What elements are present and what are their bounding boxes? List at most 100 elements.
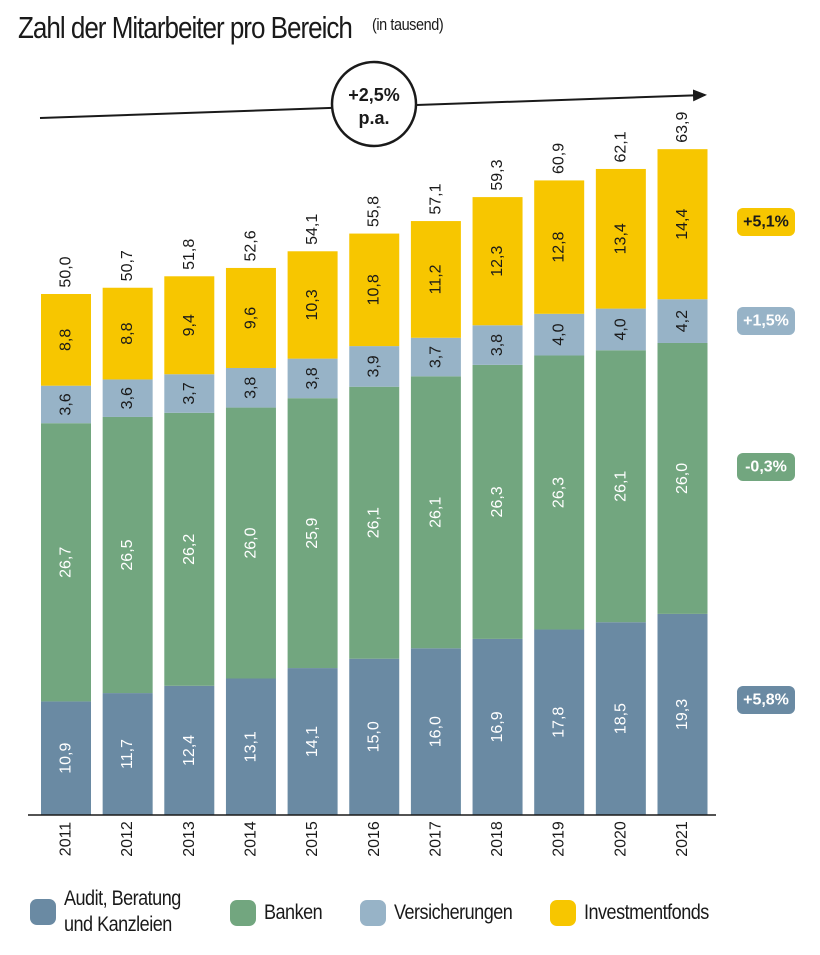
segment-label-banken-2021: 26,0 [674, 463, 691, 494]
segment-label-versicherungen-2017: 3,7 [427, 346, 444, 368]
growth-badge-versicherungen [737, 307, 795, 335]
segment-label-versicherungen-2011: 3,6 [58, 393, 75, 415]
bar-investmentfonds-2018 [472, 197, 523, 326]
x-tick-2011: 2011 [58, 822, 75, 857]
segment-label-investmentfonds-2013: 9,4 [181, 314, 198, 336]
bar-audit-beratung-und-kanzleien-2018 [472, 638, 523, 815]
bar-audit-beratung-und-kanzleien-2021 [657, 613, 708, 815]
segment-label-versicherungen-2019: 4,0 [551, 323, 568, 345]
total-label-2020: 62,1 [612, 131, 629, 162]
bar-audit-beratung-und-kanzleien-2011 [41, 701, 91, 815]
total-label-2011: 50,0 [58, 256, 75, 287]
x-tick-2018: 2018 [489, 821, 506, 857]
chart-title-row: Zahl der Mitarbeiter pro Bereich [18, 10, 416, 46]
trend-annotation: +2,5% p.a. [39, 60, 707, 148]
bar-banken-2019 [534, 355, 585, 630]
segment-label-versicherungen-2016: 3,9 [366, 355, 383, 377]
legend-swatch-investmentfonds [550, 900, 576, 926]
segment-label-investmentfonds-2018: 12,3 [489, 246, 506, 277]
legend-item-investmentfonds: Investmentfonds [550, 900, 729, 926]
growth-badges: +5,8% -0,3% +1,5% +5,1% [737, 208, 795, 714]
bar-banken-2020 [595, 350, 646, 623]
segment-label-audit-beratung-und-kanzleien-2013: 12,4 [181, 735, 198, 766]
segment-label-audit-beratung-und-kanzleien-2011: 10,9 [58, 743, 75, 774]
growth-label-banken: -0,3% [745, 459, 787, 476]
growth-badge-investmentfonds [737, 208, 795, 236]
bar-versicherungen-2019 [534, 313, 585, 356]
total-label-2016: 55,8 [366, 196, 383, 227]
segment-label-investmentfonds-2015: 10,3 [304, 289, 321, 320]
chart-unit: (in tausend) [372, 15, 444, 34]
segment-label-audit-beratung-und-kanzleien-2021: 19,3 [674, 699, 691, 730]
x-tick-2020: 2020 [612, 821, 629, 857]
segment-label-banken-2020: 26,1 [612, 471, 629, 502]
segment-label-banken-2017: 26,1 [427, 497, 444, 528]
trend-rate: +2,5% [348, 85, 400, 105]
segment-label-versicherungen-2012: 3,6 [119, 387, 136, 409]
segment-label-banken-2012: 26,5 [119, 539, 136, 570]
bar-investmentfonds-2017 [410, 221, 461, 338]
total-label-2021: 63,9 [674, 111, 691, 142]
bars-layer: 10,9 26,7 3,6 8,8 50,0 2011 11,7 26,5 3,6 8,8 50,7… [41, 111, 708, 857]
legend-label-banken: Banken [264, 901, 323, 924]
bar-banken-2021 [657, 342, 708, 614]
segment-label-banken-2019: 26,3 [551, 477, 568, 508]
bar-audit-beratung-und-kanzleien-2012 [102, 693, 153, 815]
trend-period: p.a. [358, 108, 389, 128]
segment-label-versicherungen-2018: 3,8 [489, 334, 506, 356]
bar-versicherungen-2011 [41, 385, 91, 424]
segment-label-investmentfonds-2012: 8,8 [119, 322, 136, 344]
growth-label-audit-beratung-und-kanzleien: +5,8% [743, 692, 789, 709]
legend-swatch-banken [230, 900, 256, 926]
bar-audit-beratung-und-kanzleien-2016 [349, 658, 400, 815]
segment-label-banken-2013: 26,2 [181, 534, 198, 565]
segment-label-audit-beratung-und-kanzleien-2020: 18,5 [612, 703, 629, 734]
bar-versicherungen-2018 [472, 325, 523, 365]
total-label-2015: 54,1 [304, 214, 321, 245]
bar-audit-beratung-und-kanzleien-2019 [534, 629, 585, 815]
bar-banken-2017 [410, 376, 461, 649]
segment-label-banken-2011: 26,7 [58, 547, 75, 578]
growth-badge-audit-beratung-und-kanzleien [737, 686, 795, 714]
segment-label-investmentfonds-2017: 11,2 [427, 264, 444, 294]
segment-label-investmentfonds-2014: 9,6 [242, 307, 259, 329]
stacked-bar-chart: +2,5% p.a. 10,9 26,7 3,6 8,8 50,0 2011 11,7 26,… [28, 60, 795, 857]
total-label-2013: 51,8 [181, 239, 198, 270]
bar-investmentfonds-2012 [102, 287, 153, 380]
segment-label-banken-2018: 26,3 [489, 486, 506, 517]
segment-label-investmentfonds-2016: 10,8 [366, 274, 383, 305]
legend-item-banken: Banken [230, 900, 332, 926]
bar-investmentfonds-2014 [225, 267, 276, 368]
bar-investmentfonds-2013 [164, 276, 215, 375]
total-label-2017: 57,1 [427, 183, 444, 214]
bar-audit-beratung-und-kanzleien-2014 [225, 678, 276, 815]
segment-label-versicherungen-2013: 3,7 [181, 382, 198, 404]
total-label-2014: 52,6 [242, 230, 259, 261]
bar-banken-2015 [287, 398, 338, 669]
bar-versicherungen-2017 [410, 337, 461, 377]
bar-banken-2013 [164, 412, 215, 686]
bar-audit-beratung-und-kanzleien-2013 [164, 685, 215, 815]
bar-banken-2011 [41, 423, 91, 702]
bar-investmentfonds-2011 [41, 294, 91, 386]
bar-banken-2014 [225, 407, 276, 679]
bar-versicherungen-2012 [102, 379, 153, 417]
growth-badge-banken [737, 453, 795, 481]
bar-audit-beratung-und-kanzleien-2017 [410, 648, 461, 815]
legend-item-versicherungen: Versicherungen [360, 900, 532, 926]
x-tick-2019: 2019 [551, 821, 568, 857]
segment-label-banken-2016: 26,1 [366, 507, 383, 538]
x-tick-2012: 2012 [119, 821, 136, 857]
segment-label-audit-beratung-und-kanzleien-2014: 13,1 [242, 731, 259, 762]
growth-label-investmentfonds: +5,1% [743, 214, 789, 231]
segment-label-investmentfonds-2019: 12,8 [551, 231, 568, 262]
legend-label-versicherungen: Versicherungen [394, 901, 513, 924]
segment-label-audit-beratung-und-kanzleien-2016: 15,0 [366, 721, 383, 752]
segment-label-versicherungen-2015: 3,8 [304, 367, 321, 389]
trend-circle [330, 60, 418, 148]
segment-label-banken-2015: 25,9 [304, 517, 321, 548]
x-tick-2016: 2016 [366, 821, 383, 857]
chart-title: Zahl der Mitarbeiter pro Bereich [18, 10, 353, 45]
segment-label-investmentfonds-2011: 8,8 [58, 329, 75, 351]
bar-banken-2016 [349, 386, 400, 659]
